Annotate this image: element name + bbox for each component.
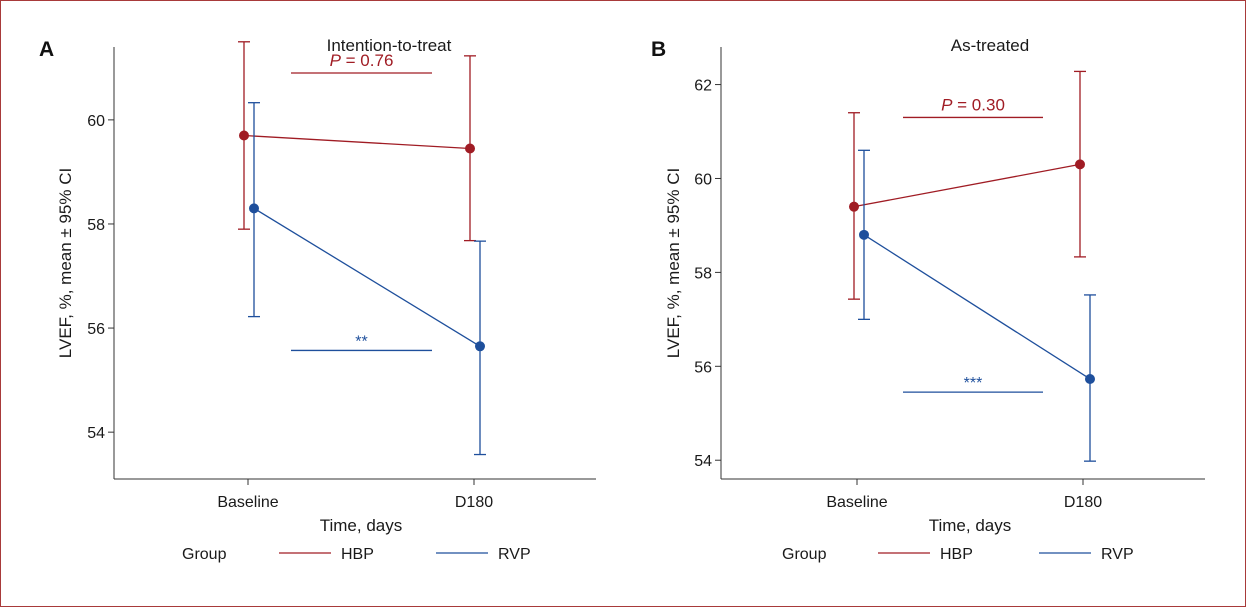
- legend-label-rvp: RVP: [1101, 546, 1134, 563]
- x-axis-label: Time, days: [929, 516, 1012, 535]
- panel-letter: A: [39, 38, 54, 61]
- y-tick-label: 54: [87, 425, 105, 442]
- x-tick-label: D180: [1064, 494, 1102, 511]
- y-axis-label: LVEF, %, mean ± 95% CI: [56, 168, 75, 358]
- x-tick-label: D180: [455, 494, 493, 511]
- chart-title: Intention-to-treat: [327, 36, 452, 55]
- chart-panel-b: B As-treated 54 56 58 60 62 Baseline D180 Time, d…: [651, 36, 1205, 563]
- data-point: [1075, 159, 1085, 170]
- panel-letter: B: [651, 38, 666, 61]
- legend-label-hbp: HBP: [940, 546, 973, 563]
- series-line: [253, 207, 481, 347]
- p-value-label: P = 0.76: [330, 51, 394, 70]
- y-tick-label: 62: [694, 78, 712, 95]
- series-rvp: [858, 149, 1096, 462]
- y-tick-label: 58: [87, 217, 105, 234]
- chart-panel-a: A Intention-to-treat 54 56 58 60 Baseline D180 T…: [39, 36, 596, 563]
- data-point: [849, 201, 859, 212]
- x-tick-label: Baseline: [217, 494, 278, 511]
- legend-label-hbp: HBP: [341, 546, 374, 563]
- data-point: [859, 229, 869, 240]
- significance-stars: **: [355, 333, 367, 350]
- series-hbp: [238, 41, 476, 242]
- data-point: [249, 203, 259, 214]
- series-line: [243, 134, 471, 150]
- legend-label-rvp: RVP: [498, 546, 531, 563]
- legend-title: Group: [782, 546, 827, 563]
- series-line: [853, 163, 1081, 208]
- chart-title: As-treated: [951, 36, 1029, 55]
- series-line: [863, 234, 1091, 380]
- y-tick-label: 54: [694, 453, 712, 470]
- p-value-label: P = 0.30: [941, 95, 1005, 114]
- series-hbp: [848, 70, 1086, 300]
- x-tick-label: Baseline: [826, 494, 887, 511]
- y-axis-label: LVEF, %, mean ± 95% CI: [664, 168, 683, 358]
- y-tick-label: 60: [87, 113, 105, 130]
- annotation-rvp: **: [291, 333, 432, 352]
- legend-title: Group: [182, 546, 227, 563]
- legend: Group HBP RVP: [182, 546, 531, 563]
- y-tick-label: 60: [694, 171, 712, 188]
- annotation-hbp: P = 0.76: [291, 51, 432, 74]
- y-tick-label: 56: [87, 321, 105, 338]
- data-point: [475, 341, 485, 352]
- annotation-hbp: P = 0.30: [903, 95, 1043, 119]
- x-axis-label: Time, days: [320, 516, 403, 535]
- y-tick-label: 58: [694, 265, 712, 282]
- significance-stars: ***: [964, 375, 983, 392]
- data-point: [1085, 373, 1095, 384]
- series-rvp: [248, 102, 486, 456]
- data-point: [465, 143, 475, 154]
- data-point: [239, 130, 249, 141]
- annotation-rvp: ***: [903, 375, 1043, 393]
- legend: Group HBP RVP: [782, 546, 1134, 563]
- y-tick-label: 56: [694, 359, 712, 376]
